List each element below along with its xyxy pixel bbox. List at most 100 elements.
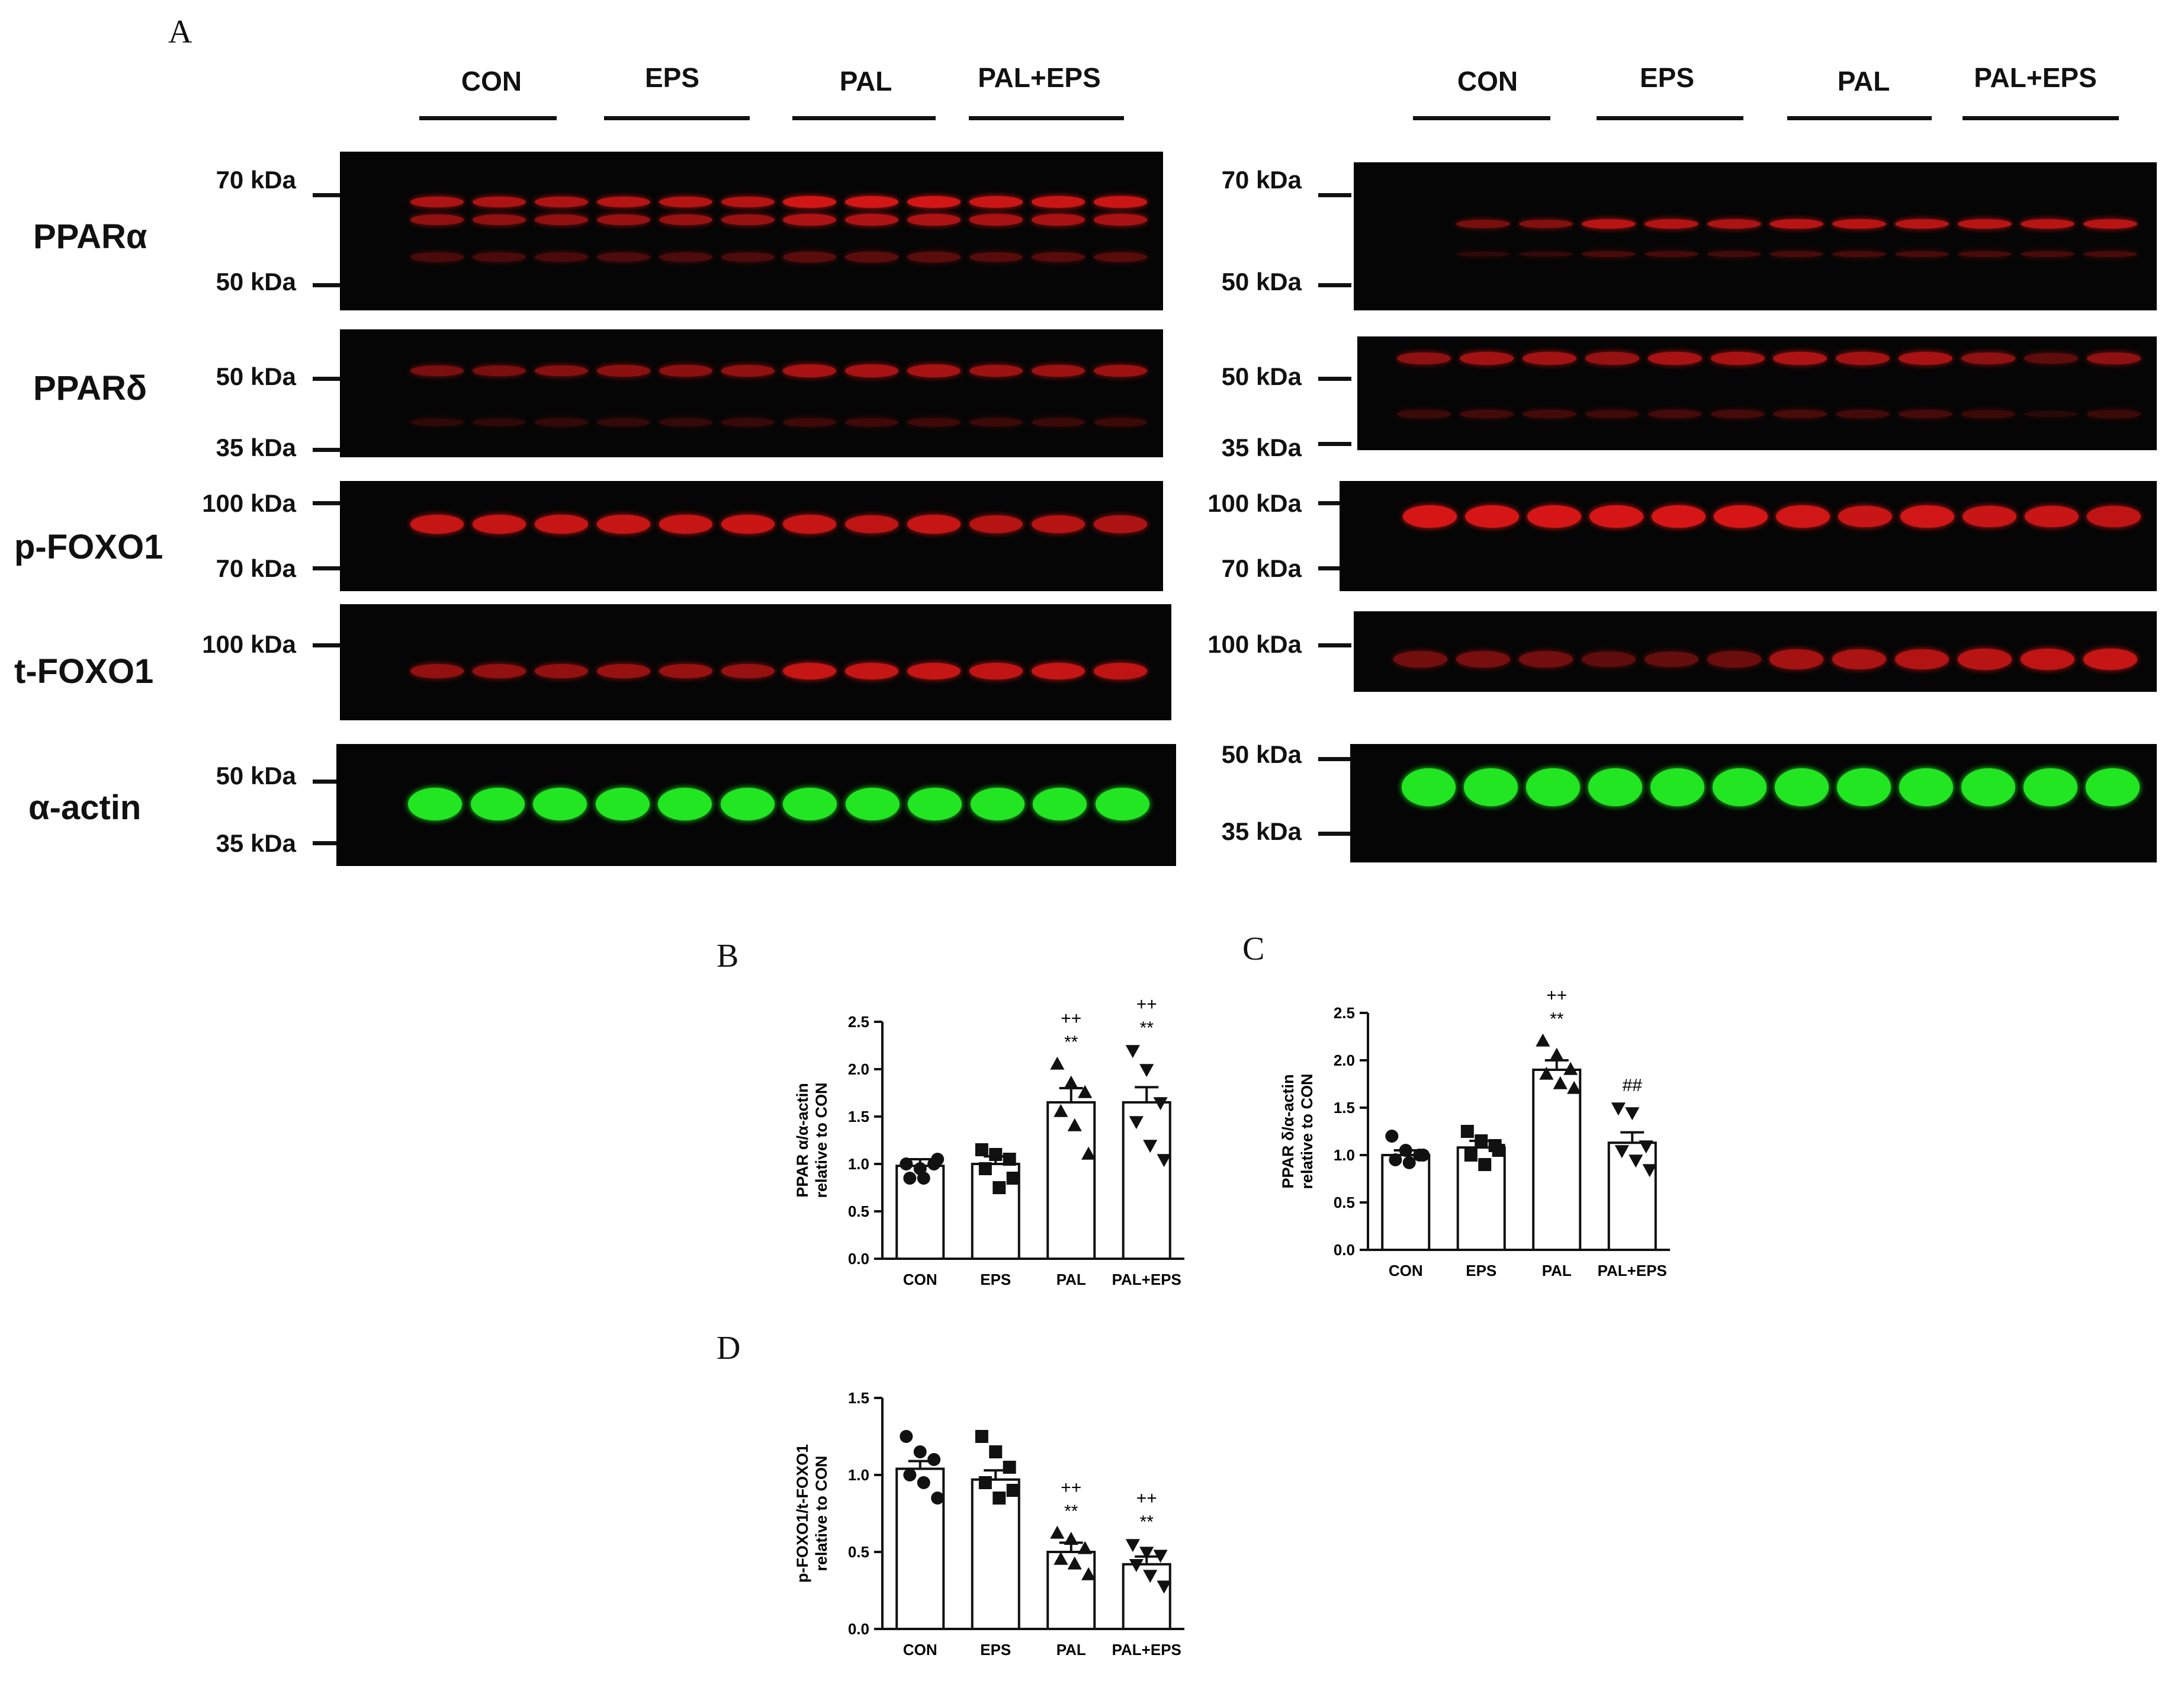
data-point [1553,1076,1568,1089]
blot-band [535,214,589,225]
blot-band [2086,410,2141,418]
blot-band [658,787,712,820]
blot-band [535,197,589,207]
protein-label-ppard: PPARδ [33,369,147,408]
y-tick-label: 2.0 [848,1060,869,1078]
data-point [1067,1118,1082,1131]
blot-band [1895,219,1949,229]
blot-band [783,515,837,534]
blot-band [535,515,589,534]
blot-band [410,418,464,426]
blot-band [845,364,899,377]
data-point [913,1445,927,1458]
data-point [1642,1164,1657,1178]
blot-band [1644,651,1698,668]
blot-band [659,197,712,207]
data-point [1006,1172,1020,1185]
significance-label: ** [1064,1502,1078,1521]
significance-label: ** [1550,1009,1564,1029]
blot-band [1707,651,1761,668]
blot-band [969,418,1023,427]
blot-band [1581,219,1636,229]
blot-band [1581,652,1636,667]
marker-tick [313,643,340,647]
data-point [1081,1567,1096,1580]
data-point [975,1143,988,1156]
bar-chart-foxo1: p-FOXO1/t-FOXO1 relative to CON 0.0 0.5 1.0 1… [794,1389,1184,1659]
marker-label: 100 kDa [1207,630,1302,658]
blot-band [1031,196,1085,208]
blot-band [1093,663,1147,679]
blot-band [1460,410,1514,418]
blot-band [1769,251,1824,258]
blot-band [969,364,1023,377]
blot-band [721,515,775,534]
x-tick-label: PAL+EPS [1112,1271,1181,1288]
significance-label: ** [1140,1018,1154,1038]
blot-band [1031,252,1085,262]
blot-band [1899,409,1953,419]
marker-label: 50 kDa [1221,363,1302,390]
blot-band [1900,505,1954,528]
group-label-left-eps: EPS [644,62,700,93]
x-tick-label: CON [903,1641,937,1659]
marker-tick [1318,643,1351,647]
blot-band [845,214,899,226]
blot-band [535,418,589,426]
blot-band [1710,351,1765,365]
blot-band [1519,219,1573,229]
blot-band [1644,219,1698,229]
data-point [989,1445,1003,1458]
marker-label: 50 kDa [1221,268,1302,296]
blot-image [340,329,1163,457]
blot-band [721,214,775,225]
data-point [1078,1085,1093,1098]
data-point [1067,1556,1082,1570]
data-point [989,1148,1003,1161]
blot-band [1033,787,1087,820]
group-label-left-pal: PAL [839,66,892,97]
marker-label: 50 kDa [1221,740,1302,768]
blot-band [1031,214,1085,226]
data-point [978,1162,992,1175]
blot-band [1031,515,1085,533]
blot-band [470,787,525,820]
group-line [792,116,936,120]
blot-band [1397,352,1451,365]
y-tick-label: 0.0 [1334,1241,1355,1259]
data-point [1539,1066,1554,1080]
group-line [969,116,1124,120]
blot-band [969,663,1023,679]
blot-band [1393,651,1448,668]
blot-band [1713,768,1767,806]
blot-band [783,418,837,427]
blot-band [1957,251,2012,258]
y-tick-label: 0.5 [1334,1194,1355,1211]
blot-image [1357,336,2157,450]
group-label-left-paleps: PAL+EPS [978,62,1101,93]
blot-image [1350,744,2157,862]
bar [1381,1154,1431,1251]
blot-band [907,196,961,208]
data-point [1611,1102,1626,1116]
data-point [1475,1134,1488,1147]
blot-band [969,515,1023,533]
marker-tick [1318,442,1351,446]
data-point [1478,1158,1492,1171]
blot-band [410,365,464,376]
blot-band [1402,768,1456,806]
blot-band [2024,410,2078,418]
data-point [1153,1550,1168,1563]
data-point [993,1181,1006,1194]
x-tick-label: PAL [1542,1262,1572,1279]
data-point [1139,1547,1154,1560]
significance-label: ++ [1061,1009,1081,1028]
blot-band [1093,196,1147,208]
group-line [419,116,557,120]
significance-label: ++ [1136,995,1157,1014]
marker-tick [1318,832,1351,836]
blot-image [340,152,1163,310]
data-point [1139,1064,1154,1077]
y-axis-label: p-FOXO1/t-FOXO1 [794,1444,811,1583]
x-tick-label: EPS [1466,1262,1496,1279]
